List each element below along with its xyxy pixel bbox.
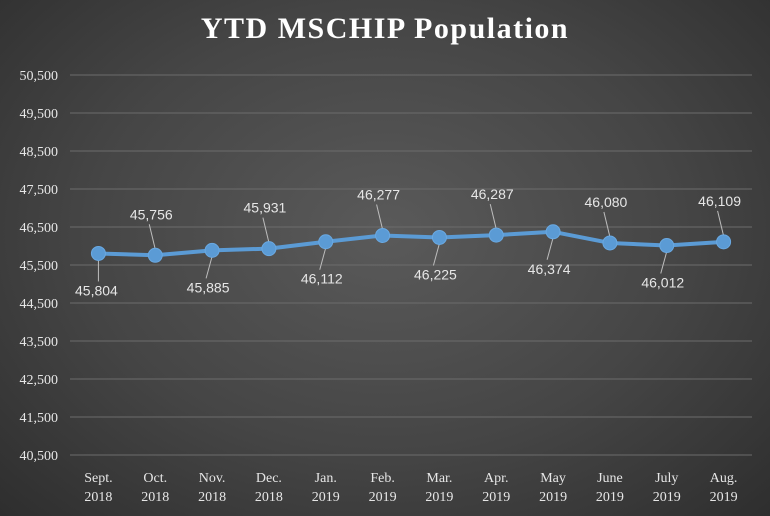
y-tick-label: 42,500 bbox=[20, 373, 59, 388]
x-tick-label: July bbox=[655, 471, 678, 486]
data-point bbox=[375, 227, 391, 243]
data-label: 45,885 bbox=[187, 279, 230, 295]
y-tick-label: 48,500 bbox=[20, 145, 59, 160]
x-tick-label: 2019 bbox=[482, 490, 510, 505]
data-label: 46,374 bbox=[528, 261, 571, 277]
x-tick-label: 2018 bbox=[141, 490, 169, 505]
y-tick-label: 50,500 bbox=[20, 69, 59, 84]
x-tick-label: 2019 bbox=[710, 490, 738, 505]
x-tick-label: 2018 bbox=[198, 490, 226, 505]
data-label-leader bbox=[205, 256, 213, 279]
x-tick-label: 2018 bbox=[84, 490, 112, 505]
y-tick-label: 44,500 bbox=[20, 297, 59, 312]
data-point bbox=[204, 242, 220, 258]
data-point bbox=[602, 235, 618, 251]
data-label-leader bbox=[262, 217, 270, 243]
x-tick-label: Mar. bbox=[426, 471, 452, 486]
data-point bbox=[659, 238, 675, 254]
data-label-leader bbox=[148, 224, 156, 250]
data-label: 46,112 bbox=[301, 271, 343, 287]
x-tick-label: 2019 bbox=[653, 490, 681, 505]
data-point bbox=[488, 227, 504, 243]
x-tick-label: 2019 bbox=[539, 490, 567, 505]
data-point bbox=[90, 245, 106, 261]
data-label: 46,080 bbox=[585, 194, 628, 210]
x-tick-label: Apr. bbox=[484, 471, 509, 486]
data-label: 46,109 bbox=[698, 193, 741, 209]
data-label-leader bbox=[489, 203, 497, 230]
y-tick-label: 47,500 bbox=[20, 183, 59, 198]
x-tick-label: 2019 bbox=[596, 490, 624, 505]
x-tick-label: Oct. bbox=[143, 471, 167, 486]
series-line bbox=[98, 229, 724, 258]
x-tick-label: 2019 bbox=[369, 490, 397, 505]
data-label: 46,287 bbox=[471, 186, 514, 202]
data-label: 45,756 bbox=[130, 206, 173, 222]
y-tick-label: 49,500 bbox=[20, 107, 59, 122]
data-label: 46,012 bbox=[641, 275, 684, 291]
y-tick-label: 41,500 bbox=[20, 411, 59, 426]
x-tick-label: Sept. bbox=[84, 471, 112, 486]
x-tick-label: 2019 bbox=[425, 490, 453, 505]
data-label-leader bbox=[603, 211, 611, 238]
data-label-leader bbox=[717, 210, 725, 236]
data-point bbox=[431, 229, 447, 245]
x-tick-label: Feb. bbox=[370, 471, 395, 486]
data-label-leader bbox=[319, 247, 327, 270]
y-tick-label: 46,500 bbox=[20, 221, 59, 236]
x-tick-label: Dec. bbox=[256, 471, 282, 486]
data-point bbox=[545, 224, 561, 240]
data-point bbox=[716, 234, 732, 250]
data-label: 45,931 bbox=[244, 200, 287, 216]
data-point bbox=[261, 241, 277, 257]
y-tick-label: 40,500 bbox=[20, 449, 59, 464]
x-tick-label: 2018 bbox=[255, 490, 283, 505]
x-tick-label: June bbox=[597, 471, 623, 486]
data-label-leader bbox=[660, 251, 668, 274]
x-tick-label: May bbox=[540, 471, 566, 486]
data-label-leader bbox=[376, 204, 384, 230]
data-label-leader bbox=[546, 237, 554, 260]
x-tick-label: Jan. bbox=[315, 471, 337, 486]
data-point bbox=[147, 247, 163, 263]
y-tick-label: 45,500 bbox=[20, 259, 59, 274]
x-tick-label: 2019 bbox=[312, 490, 340, 505]
data-label: 46,225 bbox=[414, 266, 457, 282]
data-label: 45,804 bbox=[75, 282, 118, 298]
x-tick-label: Aug. bbox=[710, 471, 738, 486]
data-label: 46,277 bbox=[357, 186, 400, 202]
x-tick-label: Nov. bbox=[199, 471, 226, 486]
data-point bbox=[318, 234, 334, 250]
y-tick-label: 43,500 bbox=[20, 335, 59, 350]
data-label-leader bbox=[432, 243, 440, 266]
chart-title: YTD MSCHIP Population bbox=[200, 12, 570, 45]
